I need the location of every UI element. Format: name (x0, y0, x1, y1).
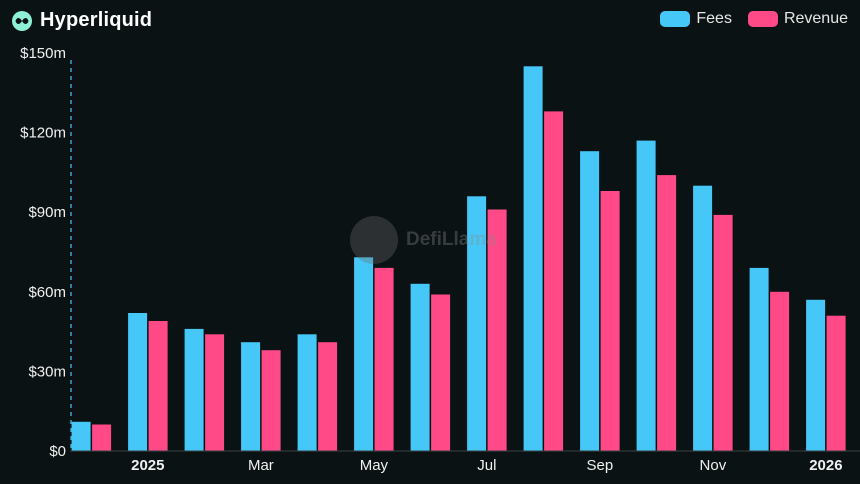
bar-fees[interactable] (580, 151, 600, 451)
x-tick-label: Mar (248, 457, 274, 474)
x-tick-label: 2025 (131, 457, 164, 474)
x-tick-label: 2026 (809, 457, 842, 474)
bar-fees[interactable] (354, 257, 374, 451)
bar-fees[interactable] (410, 283, 430, 451)
bar-revenue[interactable] (92, 424, 112, 452)
bar-fees[interactable] (241, 342, 261, 451)
y-tick-label: $120m (20, 125, 66, 142)
chart-header: Hyperliquid Fees Revenue (0, 0, 860, 44)
bar-fees[interactable] (806, 299, 826, 451)
y-tick-label: $150m (20, 45, 66, 62)
bar-revenue[interactable] (374, 267, 394, 451)
bar-revenue[interactable] (318, 342, 338, 451)
bar-revenue[interactable] (657, 175, 677, 451)
bar-revenue[interactable] (261, 350, 281, 451)
bar-revenue[interactable] (770, 291, 790, 451)
bar-fees[interactable] (693, 185, 713, 451)
x-axis: 2025 Mar May Jul Sep Nov 2026 (131, 457, 842, 474)
page-title: Hyperliquid (40, 9, 153, 31)
bar-fees[interactable] (297, 334, 317, 451)
bar-fees[interactable] (71, 421, 91, 451)
y-tick-label: $0 (49, 443, 66, 460)
llama-logo-icon (350, 216, 398, 264)
bar-revenue[interactable] (487, 209, 507, 452)
legend-item-revenue[interactable]: Revenue (747, 10, 848, 28)
legend-swatch-revenue (747, 11, 778, 27)
bar-fees[interactable] (523, 66, 543, 452)
bar-revenue[interactable] (148, 321, 168, 451)
bar-fees[interactable] (184, 328, 204, 451)
legend-item-fees[interactable]: Fees (660, 10, 732, 28)
x-tick-label: Nov (700, 457, 727, 474)
bar-fees[interactable] (128, 313, 148, 451)
bar-revenue[interactable] (826, 315, 846, 451)
bar-revenue[interactable] (600, 191, 620, 451)
bar-fees[interactable] (749, 267, 769, 451)
legend-label-fees: Fees (696, 10, 732, 27)
bar-revenue[interactable] (713, 214, 733, 451)
brand: Hyperliquid (12, 9, 152, 32)
watermark: DefiLlama (350, 216, 497, 264)
legend-label-revenue: Revenue (783, 10, 848, 27)
bar-revenue[interactable] (431, 294, 451, 452)
legend-swatch-fees (660, 11, 691, 27)
x-tick-label: Sep (587, 457, 614, 474)
y-tick-label: $90m (28, 204, 66, 221)
bar-revenue[interactable] (544, 111, 564, 452)
bars-group (71, 66, 846, 452)
legend: Fees Revenue (660, 10, 848, 28)
bar-fees[interactable] (636, 140, 656, 451)
y-axis: $0 $30m $60m $90m $120m $150m (20, 45, 66, 460)
x-tick-label: Jul (477, 457, 496, 474)
bar-fees[interactable] (467, 196, 487, 451)
x-tick-label: May (360, 457, 389, 474)
bar-revenue[interactable] (205, 334, 225, 451)
hyperliquid-logo-icon (12, 10, 32, 31)
y-tick-label: $60m (28, 284, 66, 301)
watermark-text: DefiLlama (406, 229, 497, 250)
y-tick-label: $30m (28, 363, 66, 380)
